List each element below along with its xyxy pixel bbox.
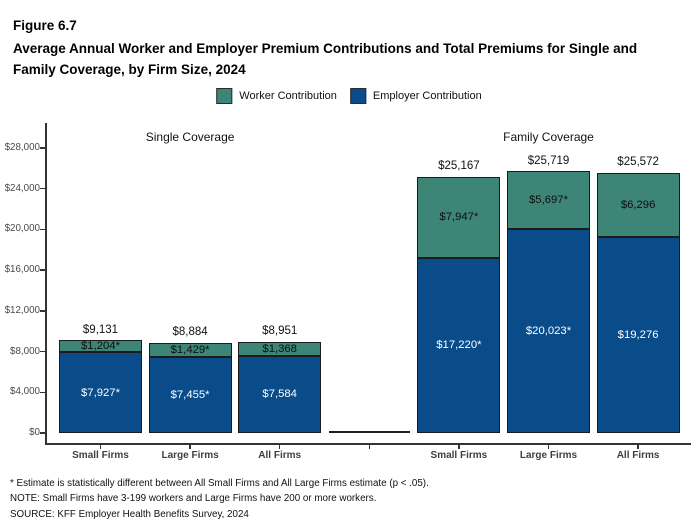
x-axis-category-label: Large Firms xyxy=(519,450,578,461)
worker-contribution-segment: $5,697* xyxy=(507,171,590,230)
employer-contribution-segment-label: $17,220* xyxy=(436,339,482,352)
bar-all-firms: $1,368 $7,584 xyxy=(238,341,322,433)
footnotes: * Estimate is statistically different be… xyxy=(10,476,429,522)
employer-contribution-segment-label: $7,927* xyxy=(81,386,120,399)
y-axis-tick xyxy=(40,310,45,312)
group-separator-zero-line xyxy=(328,430,410,433)
bar-large-firms: $1,429* $7,455* xyxy=(148,342,232,433)
y-axis-tick-label: $28,000 xyxy=(4,142,40,153)
worker-contribution-segment: $1,429* xyxy=(148,342,232,358)
x-axis-category-label: All Firms xyxy=(616,450,660,461)
bar-small-firms: $1,204* $7,927* xyxy=(59,340,142,433)
bar-total-label: $25,167 xyxy=(438,160,480,173)
x-axis-category-label: All Firms xyxy=(258,450,302,461)
group-header: Family Coverage xyxy=(503,130,594,144)
y-axis-tick xyxy=(40,187,45,190)
employer-contribution-segment: $20,023* xyxy=(507,229,590,433)
legend-item-worker: Worker Contribution xyxy=(216,88,337,104)
y-axis-tick xyxy=(40,269,45,271)
figure-title: Average Annual Worker and Employer Premi… xyxy=(13,41,638,77)
y-axis-line xyxy=(45,123,47,445)
x-axis-category-label: Large Firms xyxy=(161,450,219,461)
x-axis-tick xyxy=(547,444,550,449)
footnote-significance: * Estimate is statistically different be… xyxy=(10,478,429,489)
employer-contribution-segment-label: $19,276 xyxy=(617,328,659,341)
x-axis-tick xyxy=(278,444,281,449)
legend-item-employer: Employer Contribution xyxy=(349,88,482,104)
y-axis-tick-label: $0 xyxy=(29,427,40,438)
x-axis-line xyxy=(45,443,691,445)
employer-contribution-segment: $19,276 xyxy=(596,236,680,433)
y-axis-tick-label: $20,000 xyxy=(4,223,40,235)
y-axis-tick-label: $8,000 xyxy=(10,345,40,357)
employer-contribution-segment: $7,455* xyxy=(148,357,232,433)
bar-total-label: $25,572 xyxy=(617,156,659,169)
y-axis-tick xyxy=(40,391,45,394)
x-axis-tick xyxy=(458,444,460,449)
bar-small-firms: $7,947* $17,220* xyxy=(417,176,501,433)
worker-contribution-segment-label: $1,204* xyxy=(81,340,120,353)
worker-contribution-segment: $1,368 xyxy=(238,341,322,356)
employer-contribution-segment-label: $7,584 xyxy=(262,388,297,401)
x-axis-tick xyxy=(368,444,371,449)
y-axis-tick xyxy=(40,228,45,231)
worker-contribution-segment-label: $5,697* xyxy=(529,194,568,207)
x-axis-category-label: Small Firms xyxy=(430,450,488,461)
worker-contribution-segment: $7,947* xyxy=(417,176,501,258)
y-axis-tick-label: $12,000 xyxy=(4,304,40,316)
group-header: Single Coverage xyxy=(145,130,235,144)
x-axis-category-label: Small Firms xyxy=(72,450,129,461)
figure-number: Figure 6.7 xyxy=(13,18,77,33)
legend-label-worker: Worker Contribution xyxy=(239,90,337,102)
footnote-note: NOTE: Small Firms have 3-199 workers and… xyxy=(10,493,377,505)
x-axis-tick xyxy=(99,444,102,449)
bar-total-label: $8,951 xyxy=(262,325,298,338)
bar-large-firms: $5,697* $20,023* xyxy=(507,171,590,433)
y-axis-tick xyxy=(40,432,45,434)
x-axis-tick xyxy=(637,444,639,449)
worker-contribution-segment: $6,296 xyxy=(596,172,680,237)
employer-contribution-segment-label: $20,023* xyxy=(525,325,572,338)
bar-total-label: $8,884 xyxy=(172,326,208,339)
employer-contribution-segment: $17,220* xyxy=(417,257,501,433)
worker-contribution-segment-label: $7,947* xyxy=(439,211,479,224)
y-axis-tick-label: $24,000 xyxy=(4,182,40,194)
legend: Worker Contribution Employer Contributio… xyxy=(216,88,482,104)
footnote-source: SOURCE: KFF Employer Health Benefits Sur… xyxy=(10,508,249,520)
bar-total-label: $9,131 xyxy=(82,323,119,336)
worker-contribution-segment: $1,204* xyxy=(59,340,142,353)
worker-swatch-icon xyxy=(216,88,233,104)
employer-contribution-segment: $7,584 xyxy=(238,355,322,433)
worker-contribution-segment-label: $1,368 xyxy=(262,342,297,355)
employer-contribution-segment-label: $7,455* xyxy=(170,389,210,402)
employer-swatch-icon xyxy=(349,88,366,104)
y-axis-tick-label: $4,000 xyxy=(10,386,40,398)
bar-total-label: $25,719 xyxy=(527,154,570,167)
x-axis-tick xyxy=(189,444,191,449)
y-axis-tick xyxy=(40,147,45,149)
worker-contribution-segment-label: $6,296 xyxy=(620,198,656,211)
y-axis-tick-label: $16,000 xyxy=(4,264,40,276)
employer-contribution-segment: $7,927* xyxy=(59,352,142,433)
y-axis-tick xyxy=(40,350,45,353)
bar-all-firms: $6,296 $19,276 xyxy=(596,172,680,433)
legend-label-employer: Employer Contribution xyxy=(372,90,482,102)
worker-contribution-segment-label: $1,429* xyxy=(170,343,210,356)
